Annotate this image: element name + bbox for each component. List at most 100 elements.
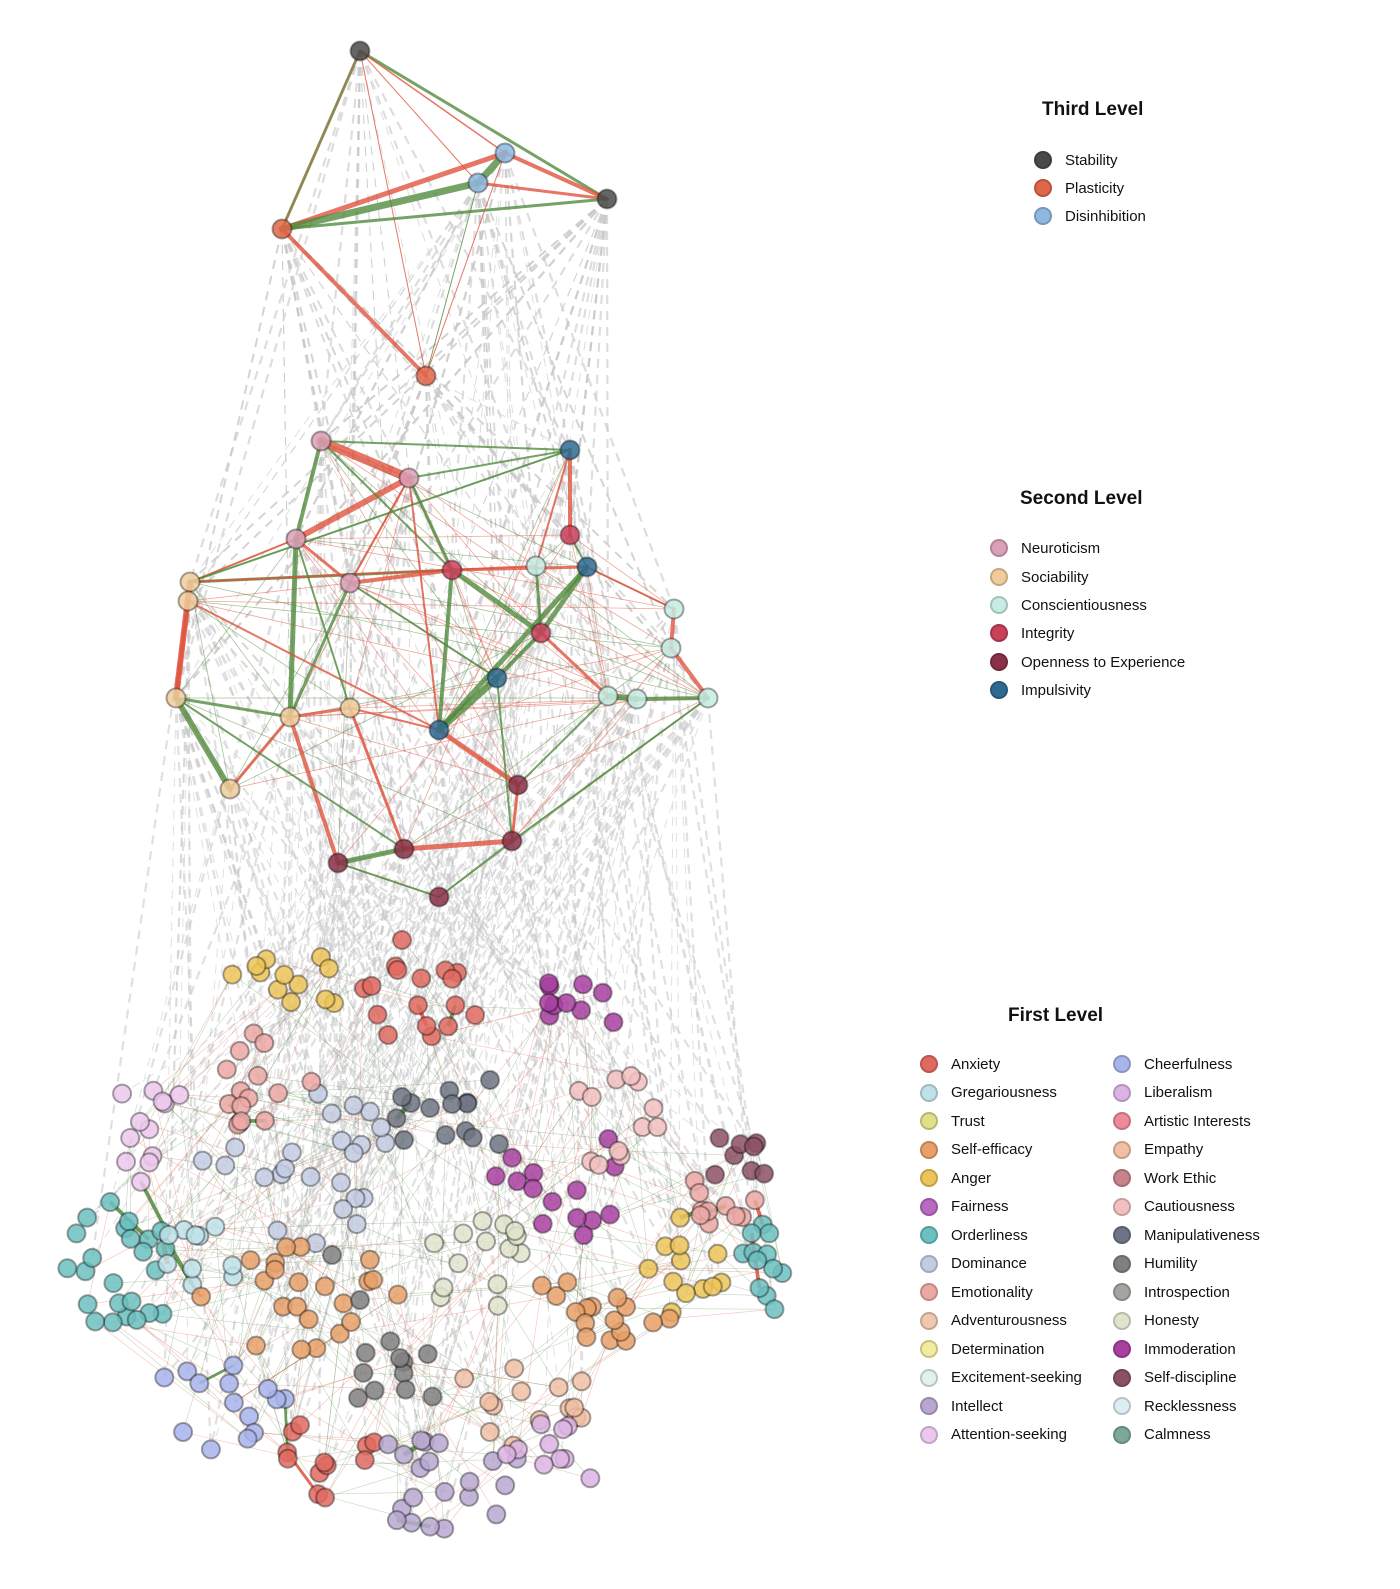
first-level-node <box>442 1094 462 1114</box>
first-level-node <box>205 1216 226 1237</box>
first-level-edge <box>126 1316 293 1433</box>
first-level-edge <box>232 1276 288 1453</box>
cross-level-edge <box>228 788 445 1288</box>
second-level-edge <box>287 536 299 720</box>
legend-item-introspection: Introspection <box>1113 1283 1230 1301</box>
first-level-edge <box>503 1107 654 1225</box>
cross-level-edge <box>109 440 322 1203</box>
cross-level-edge <box>125 632 542 1163</box>
cross-level-edge <box>569 534 643 1128</box>
cross-level-edge <box>476 182 673 649</box>
first-level-node <box>592 982 613 1003</box>
first-level-edge <box>533 1126 658 1174</box>
first-level-node <box>571 1000 592 1021</box>
first-level-node <box>741 1223 762 1244</box>
cross-level-edge <box>325 632 542 1000</box>
first-level-node <box>265 1259 286 1280</box>
first-level-node <box>177 1361 198 1382</box>
second-level-edge <box>294 439 323 541</box>
first-level-node <box>116 1151 137 1172</box>
first-level-node <box>314 1452 335 1473</box>
second-level-edge <box>569 534 675 610</box>
first-level-node <box>749 1277 770 1298</box>
second-level-edge <box>586 566 675 610</box>
legend-swatch <box>920 1368 938 1387</box>
first-level-node <box>367 1004 388 1025</box>
second-level-edge <box>511 698 638 842</box>
legend-swatch <box>920 1055 938 1073</box>
cross-level-edge <box>228 788 294 1432</box>
first-level-edge <box>356 1223 498 1285</box>
second-level-node <box>559 524 581 546</box>
first-level-edge <box>164 1103 317 1244</box>
cross-level-edge <box>568 198 609 536</box>
first-level-edge <box>556 1260 681 1297</box>
first-level-node <box>321 1103 342 1124</box>
first-level-edge <box>339 1295 557 1334</box>
cross-level-edge <box>431 566 588 1397</box>
first-level-node <box>663 1271 684 1292</box>
first-level-node <box>215 1155 236 1176</box>
second-level-edge <box>408 477 537 567</box>
legend-item-manipulativeness: Manipulativeness <box>1113 1226 1260 1244</box>
network-nodes <box>57 40 793 1539</box>
first-level-node <box>530 1414 551 1435</box>
second-level-edge <box>189 581 291 718</box>
first-level-node <box>126 1309 147 1330</box>
first-level-node <box>504 1358 525 1379</box>
first-level-edge <box>331 1134 446 1256</box>
first-level-node <box>621 1066 642 1087</box>
first-level-edge <box>128 1090 241 1222</box>
first-level-node <box>552 1419 573 1440</box>
cross-level-edge <box>289 716 551 1017</box>
second-level-edge <box>349 707 440 731</box>
first-level-edge <box>183 1431 327 1466</box>
second-level-edge <box>408 477 440 731</box>
legend-swatch <box>1034 207 1052 225</box>
legend-item-integrity: Integrity <box>990 624 1074 642</box>
first-level-node <box>647 1117 668 1138</box>
second-level-edge <box>189 581 231 790</box>
cross-level-edge <box>673 608 702 1216</box>
first-level-node <box>77 1294 98 1315</box>
first-level-edge <box>237 1124 276 1270</box>
first-level-node <box>571 1371 592 1392</box>
legend-item-anxiety: Anxiety <box>920 1055 1000 1073</box>
legend-label: Orderliness <box>951 1226 1028 1244</box>
cross-level-edge <box>284 632 542 1400</box>
cross-level-edge <box>586 566 756 1201</box>
first-level-node <box>254 1110 275 1131</box>
cross-level-edge <box>350 477 410 1322</box>
legend-item-recklessness: Recklessness <box>1113 1397 1237 1415</box>
cross-level-edge <box>289 182 479 718</box>
legend-item-orderliness: Orderliness <box>920 1226 1028 1244</box>
third-level-edge <box>359 50 506 154</box>
first-level-node <box>580 1468 601 1489</box>
cross-level-edge <box>187 182 479 602</box>
second-level-node <box>219 778 241 800</box>
second-level-edge <box>320 440 571 451</box>
second-level-edge <box>449 567 544 636</box>
cross-level-edge <box>289 198 608 718</box>
first-level-node <box>487 1295 508 1316</box>
cross-level-edge <box>419 566 588 1469</box>
first-level-node <box>434 1481 455 1502</box>
first-level-node <box>564 1397 585 1418</box>
first-level-node <box>496 1444 517 1465</box>
network-diagram <box>57 40 793 1539</box>
legend-swatch <box>990 568 1008 586</box>
legend-swatch <box>1113 1425 1131 1444</box>
third-level-node <box>467 172 489 194</box>
legend-label: Self-discipline <box>1144 1369 1237 1386</box>
second-level-edge <box>288 581 352 719</box>
cross-level-edge <box>274 440 322 1270</box>
second-level-edge <box>295 538 675 610</box>
second-level-edge <box>436 727 521 788</box>
legend-label: Manipulativeness <box>1144 1226 1260 1244</box>
first-level-node <box>480 1070 500 1090</box>
cross-level-edge <box>337 198 608 864</box>
first-level-edge <box>614 1166 649 1269</box>
first-level-node <box>281 992 302 1013</box>
first-level-edge <box>149 1105 242 1163</box>
cross-level-edge <box>166 581 191 1264</box>
